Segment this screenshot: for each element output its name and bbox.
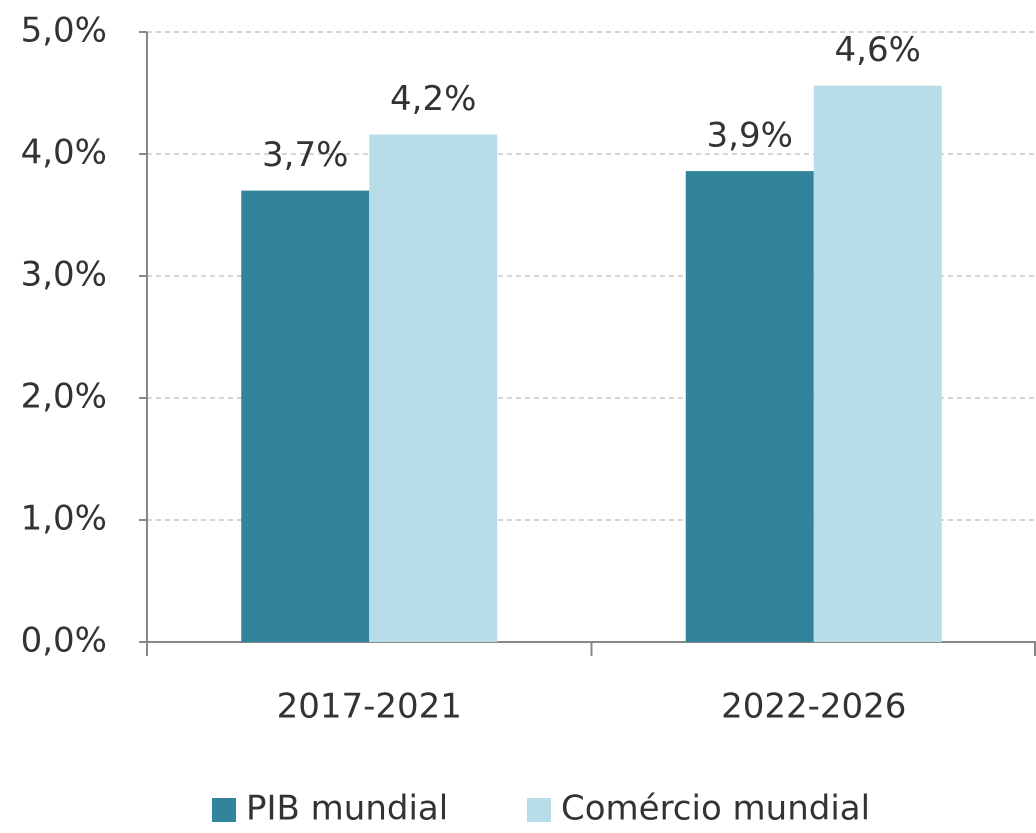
y-tick-label: 3,0% xyxy=(21,255,107,295)
y-tick-label: 1,0% xyxy=(21,499,107,539)
x-tick-label: 2022-2026 xyxy=(721,687,906,727)
legend-label: Comércio mundial xyxy=(561,789,870,829)
value-label: 3,7% xyxy=(262,135,348,175)
bar xyxy=(813,85,942,643)
value-label: 3,9% xyxy=(707,116,793,156)
legend-swatch xyxy=(212,798,236,822)
value-label: 4,6% xyxy=(835,30,921,70)
y-tick-label: 2,0% xyxy=(21,377,107,417)
value-label: 4,2% xyxy=(390,79,476,119)
legend-label: PIB mundial xyxy=(246,789,448,829)
bar xyxy=(369,134,498,643)
y-tick-label: 4,0% xyxy=(21,133,107,173)
legend-swatch xyxy=(527,798,551,822)
y-tick-label: 0,0% xyxy=(21,621,107,661)
y-tick-label: 5,0% xyxy=(21,11,107,51)
bar xyxy=(241,190,370,642)
x-tick-label: 2017-2021 xyxy=(277,687,462,727)
bar xyxy=(685,171,814,642)
